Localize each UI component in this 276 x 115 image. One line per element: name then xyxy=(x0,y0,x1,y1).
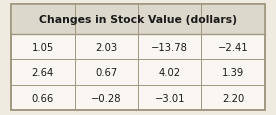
Text: 2.03: 2.03 xyxy=(95,42,117,52)
Text: −13.78: −13.78 xyxy=(151,42,188,52)
Text: 2.64: 2.64 xyxy=(32,68,54,78)
Text: −3.01: −3.01 xyxy=(155,93,185,103)
Text: 0.66: 0.66 xyxy=(32,93,54,103)
Text: 2.20: 2.20 xyxy=(222,93,244,103)
Text: −2.41: −2.41 xyxy=(218,42,248,52)
Bar xyxy=(11,5,265,35)
Text: 1.39: 1.39 xyxy=(222,68,244,78)
Text: −0.28: −0.28 xyxy=(91,93,121,103)
Text: 4.02: 4.02 xyxy=(159,68,181,78)
Text: Changes in Stock Value (dollars): Changes in Stock Value (dollars) xyxy=(39,15,237,25)
Text: 0.67: 0.67 xyxy=(95,68,117,78)
Text: 1.05: 1.05 xyxy=(32,42,54,52)
